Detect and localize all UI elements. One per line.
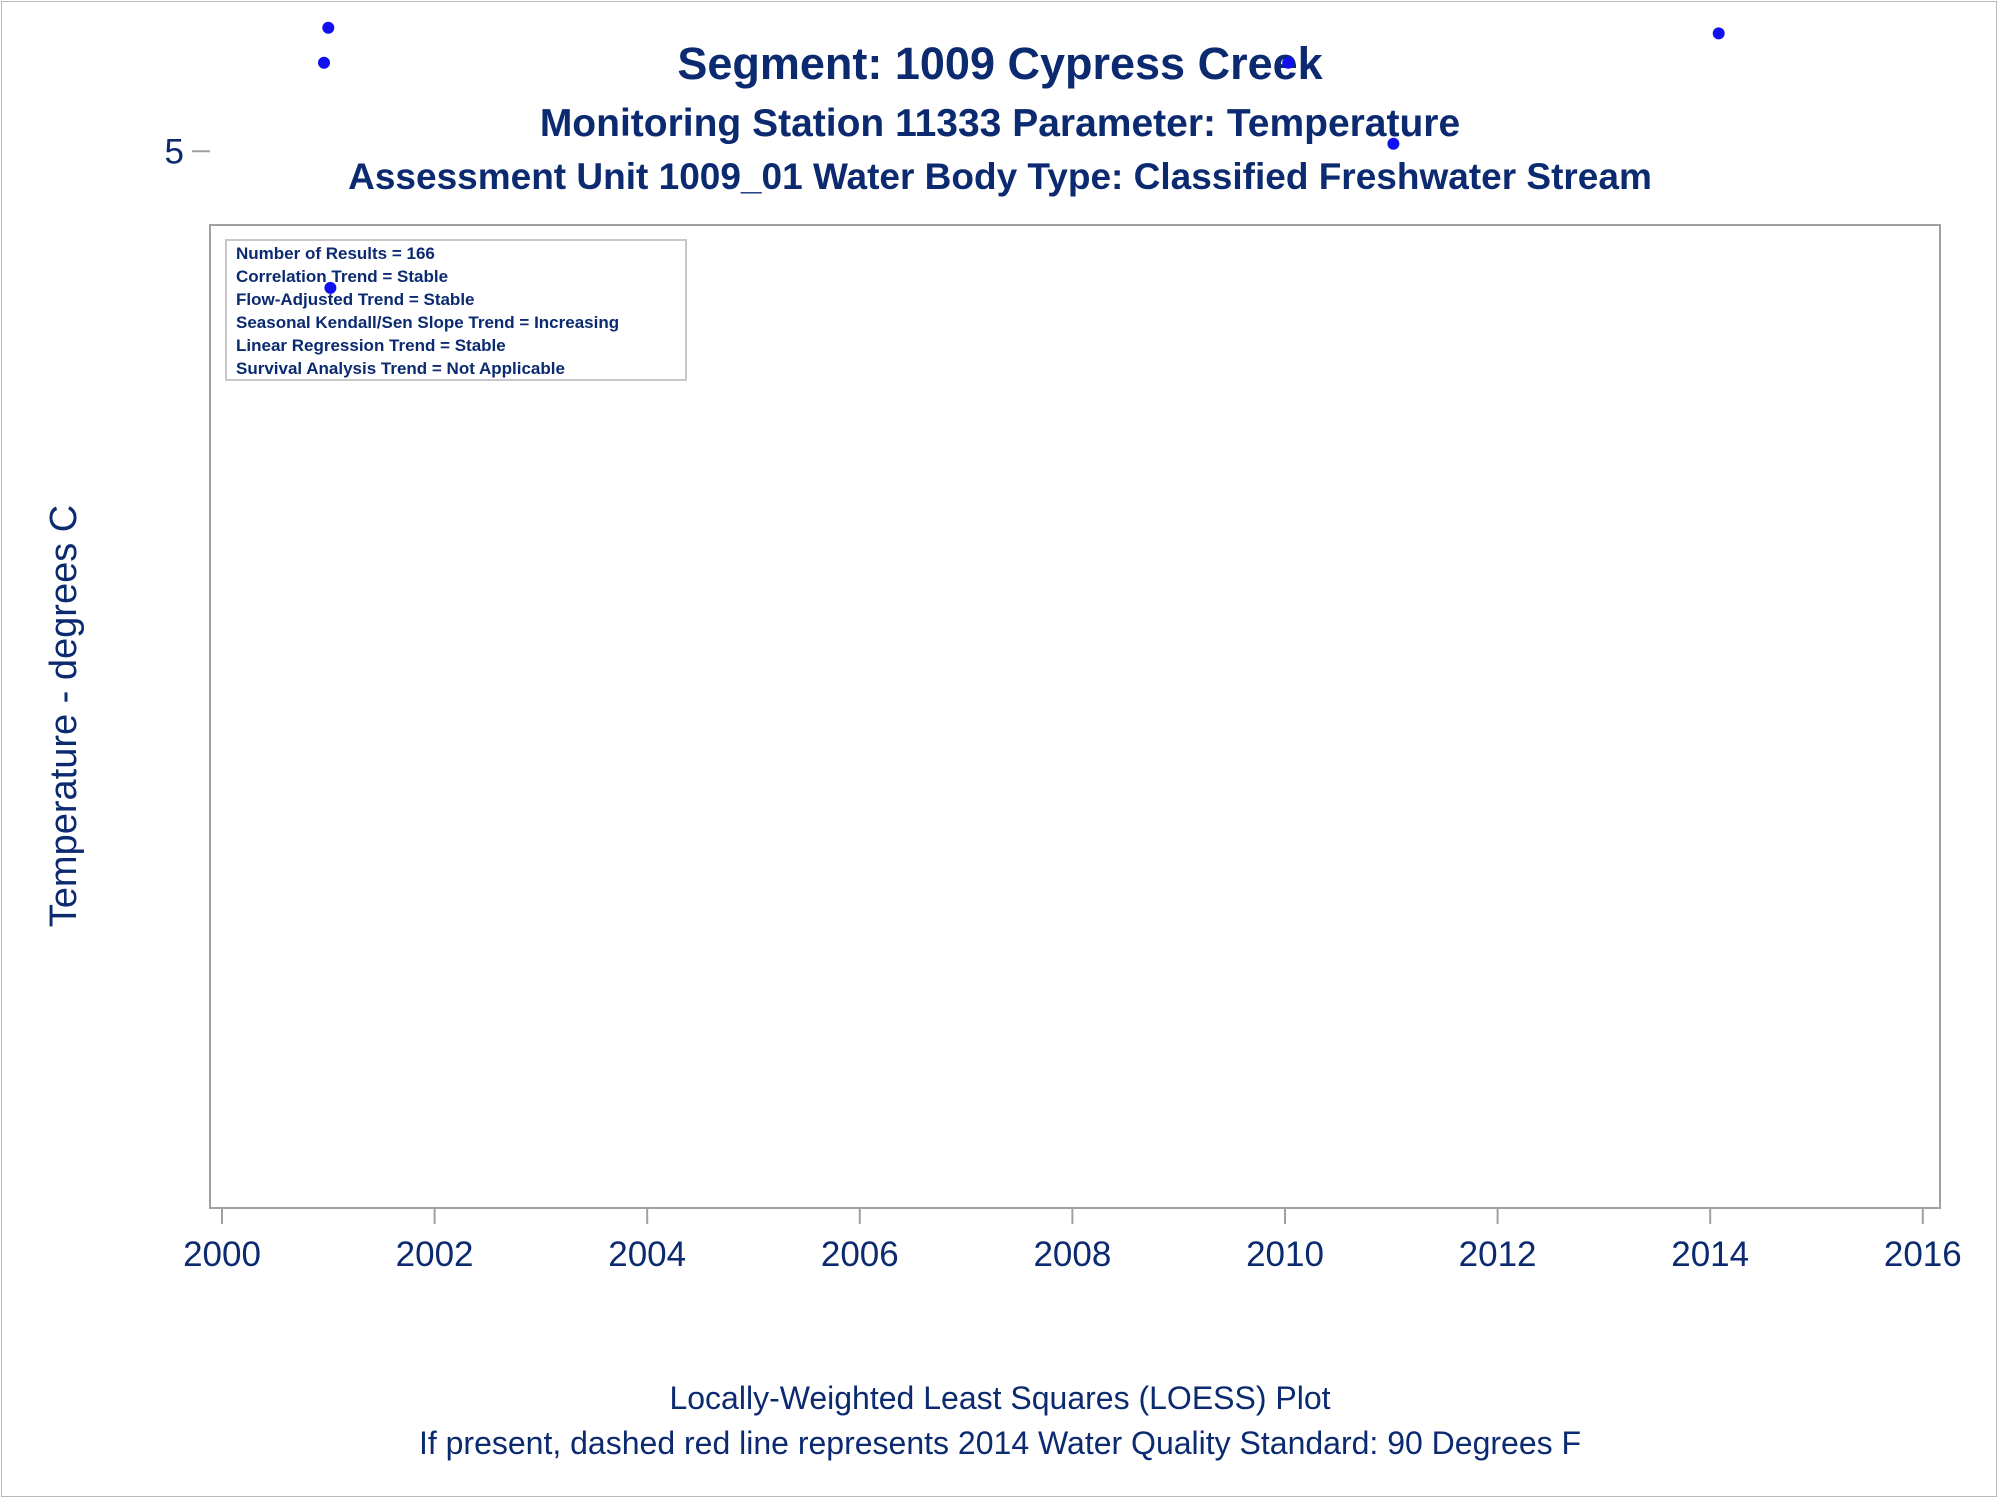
y-axis-label: Temperature - degrees C (43, 505, 85, 927)
inset-survival-analysis-trend: Survival Analysis Trend = Not Applicable (236, 359, 565, 378)
trend-inset: Number of Results = 166 Correlation Tren… (225, 239, 687, 381)
data-point (318, 56, 330, 69)
y-axis: 5101520253035 (165, 132, 210, 171)
inset-correlation-trend: Correlation Trend = Stable (236, 267, 448, 286)
x-tick-label: 2012 (1459, 1235, 1537, 1274)
y-tick-label: 5 (165, 132, 184, 171)
inset-flow-adjusted-trend: Flow-Adjusted Trend = Stable (236, 290, 475, 309)
x-axis: 2000 2002 2004 2006 2008 2010 2012 2014 2016 (183, 1208, 1962, 1274)
chart-subtitle-assessment: Assessment Unit 1009_01 Water Body Type:… (348, 156, 1652, 197)
x-tick-label: 2002 (396, 1235, 474, 1274)
x-tick-label: 2010 (1246, 1235, 1324, 1274)
plot-area (209, 224, 1941, 1209)
x-tick-label: 2014 (1671, 1235, 1749, 1274)
trend-inset-box (225, 239, 687, 381)
inset-number-of-results: Number of Results = 166 (236, 244, 435, 263)
x-tick-label: 2006 (821, 1235, 899, 1274)
data-points (318, 21, 1725, 294)
data-point (1282, 56, 1295, 69)
chart-subtitle-station: Monitoring Station 11333 Parameter: Temp… (539, 102, 1461, 145)
x-tick-label: 2016 (1884, 1235, 1962, 1274)
x-tick-label: 2008 (1033, 1235, 1111, 1274)
inset-linear-regression-trend: Linear Regression Trend = Stable (236, 336, 506, 355)
data-point (322, 21, 335, 34)
data-point (324, 281, 337, 294)
x-tick-label: 2000 (183, 1235, 261, 1274)
x-tick-label: 2004 (608, 1235, 686, 1274)
chart-title: Segment: 1009 Cypress Creek (677, 38, 1323, 89)
data-point (1387, 137, 1400, 150)
footnote-standard: If present, dashed red line represents 2… (418, 1425, 1582, 1461)
data-point (1712, 27, 1725, 40)
footnote-loess: Locally-Weighted Least Squares (LOESS) P… (669, 1380, 1331, 1416)
inset-seasonal-kendall-trend: Seasonal Kendall/Sen Slope Trend = Incre… (236, 313, 619, 332)
